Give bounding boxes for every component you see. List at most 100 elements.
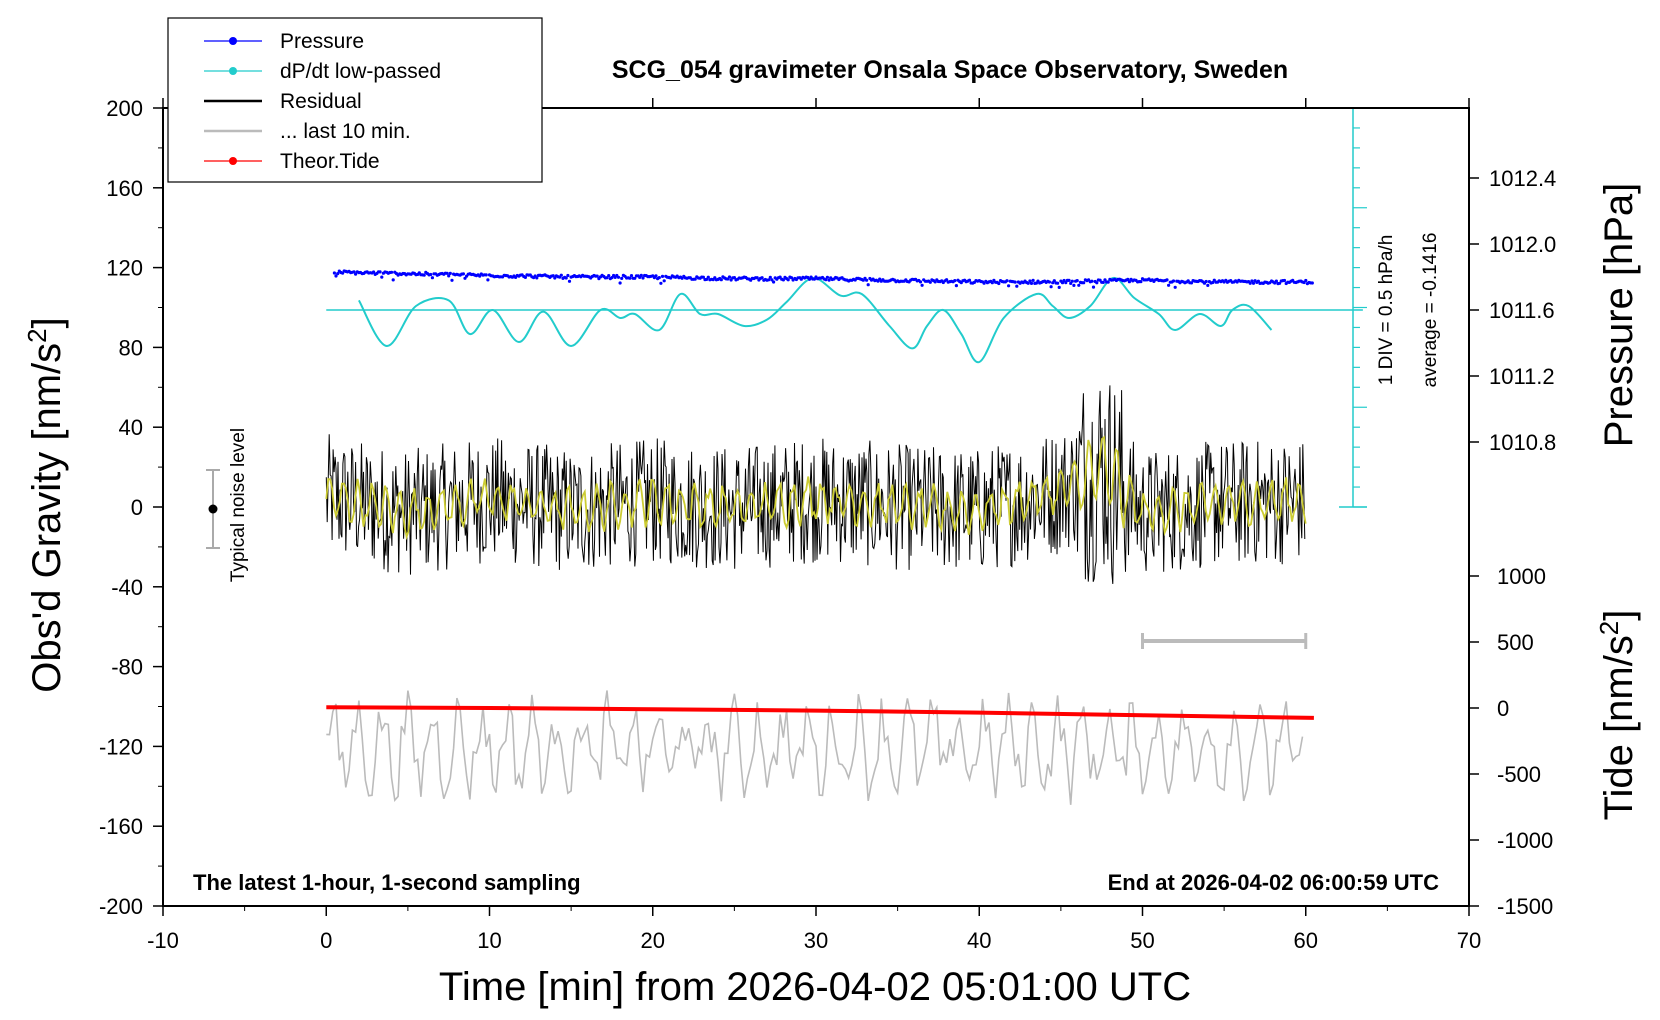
- y-axis-gravity: -200 -160 -120 -80 -40 0 40 80 120 160 200: [99, 96, 163, 919]
- y-tide-label-main: Tide [nm/s: [1597, 635, 1641, 820]
- pressure-point: [657, 276, 661, 280]
- tide-tick-label: 1000: [1497, 564, 1546, 589]
- pressure-point: [1026, 281, 1030, 285]
- pressure-point: [629, 274, 634, 278]
- pressure-point: [1304, 278, 1308, 283]
- pressure-point: [618, 281, 622, 285]
- noise-level-indicator: Typical noise level: [206, 428, 249, 582]
- pressure-point: [1057, 285, 1061, 289]
- pressure-point: [967, 278, 972, 282]
- pressure-point: [1095, 281, 1099, 285]
- tide-tick-label: 500: [1497, 630, 1534, 655]
- x-tick-label: 60: [1294, 928, 1318, 953]
- y-tick-label: -200: [99, 894, 143, 919]
- pressure-point: [607, 274, 611, 278]
- pressure-point: [1005, 279, 1009, 283]
- tide-tick-label: -1500: [1497, 894, 1553, 919]
- pressure-point: [660, 274, 665, 278]
- pressure-point: [768, 275, 772, 279]
- pressure-point: [390, 270, 394, 274]
- pressure-point: [1049, 285, 1053, 289]
- y-tick-label: -120: [99, 734, 143, 759]
- pressure-point: [1171, 279, 1176, 283]
- pressure-point: [997, 281, 1001, 286]
- pressure-point: [719, 278, 723, 282]
- pressure-point: [705, 277, 709, 281]
- pressure-point: [865, 278, 869, 282]
- pressure-point: [918, 280, 923, 284]
- pressure-tick-label: 1011.2: [1489, 364, 1555, 389]
- legend-label: Pressure: [280, 30, 364, 53]
- legend-item: ... last 10 min.: [204, 120, 411, 143]
- pressure-point: [706, 275, 710, 279]
- pressure-tick-label: 1011.6: [1489, 298, 1555, 323]
- x-axis: -10 0 10 20 30 40 50 60 70: [147, 98, 1481, 953]
- pressure-point: [620, 276, 624, 280]
- pressure-point: [1082, 281, 1086, 285]
- tide-tick-label: -1000: [1497, 828, 1553, 853]
- pressure-point: [523, 275, 528, 279]
- y-tide-label-end: ]: [1597, 610, 1641, 621]
- pressure-point: [535, 276, 539, 280]
- pressure-point: [1029, 281, 1034, 285]
- pressure-point: [1204, 279, 1208, 284]
- pressure-point: [1250, 279, 1254, 283]
- pressure-point: [1167, 283, 1171, 287]
- average-annotation: average = -0.1416: [1420, 233, 1441, 388]
- pressure-point: [953, 279, 957, 283]
- pressure-point: [701, 275, 706, 279]
- pressure-point: [693, 277, 697, 281]
- pressure-point: [945, 278, 949, 282]
- pressure-point: [654, 274, 658, 278]
- pressure-point: [391, 278, 395, 282]
- pressure-tick-label: 1012.4: [1489, 166, 1556, 191]
- y-tick-label: 80: [119, 335, 143, 360]
- y-left-label-main: Obs'd Gravity [nm/s: [25, 343, 69, 693]
- series-last-10-min: [326, 690, 1304, 805]
- pressure-point: [1101, 280, 1105, 284]
- pressure-point: [380, 275, 384, 279]
- x-axis-title: Time [min] from 2026-04-02 05:01:00 UTC: [439, 965, 1191, 1009]
- pressure-point: [1031, 278, 1035, 282]
- x-tick-label: 10: [477, 928, 501, 953]
- pressure-point: [760, 276, 764, 280]
- pressure-point: [825, 275, 830, 279]
- pressure-point: [1047, 280, 1051, 284]
- pressure-point: [1139, 280, 1143, 284]
- legend-label: ... last 10 min.: [280, 120, 411, 143]
- pressure-point: [1028, 279, 1032, 283]
- pressure-point: [1310, 281, 1314, 285]
- pressure-point: [1256, 279, 1260, 283]
- legend-item: Pressure: [204, 30, 364, 53]
- legend-marker: [229, 37, 237, 45]
- pressure-point: [422, 273, 426, 277]
- pressure-point: [1052, 279, 1056, 283]
- y-left-label-sup: 2: [22, 328, 52, 342]
- pressure-point: [1060, 281, 1065, 285]
- legend: Pressure dP/dt low-passed Residual ... last…: [167, 17, 543, 183]
- legend-label: dP/dt low-passed: [280, 60, 441, 83]
- pressure-point: [486, 278, 490, 282]
- series-residual-smoothed: [325, 435, 1307, 541]
- pressure-point: [954, 284, 959, 288]
- pressure-point: [781, 278, 786, 282]
- pressure-point: [1015, 284, 1019, 288]
- pressure-point: [332, 271, 336, 275]
- y-left-label-end: ]: [25, 317, 69, 328]
- series-pressure: [332, 269, 1314, 289]
- pressure-tick-label: 1012.0: [1489, 232, 1556, 257]
- pressure-point: [1056, 281, 1060, 285]
- pressure-point: [429, 272, 433, 277]
- pressure-point: [1091, 285, 1096, 289]
- pressure-point: [866, 283, 870, 287]
- pressure-point: [786, 278, 790, 282]
- y-tick-label: 0: [131, 495, 143, 520]
- y-tick-label: 40: [119, 415, 143, 440]
- pressure-point: [1126, 277, 1130, 281]
- pressure-point: [1090, 279, 1094, 283]
- pressure-point: [551, 274, 555, 278]
- pressure-point: [448, 271, 452, 275]
- y-tide-label-sup: 2: [1594, 621, 1624, 635]
- x-tick-label: 40: [967, 928, 991, 953]
